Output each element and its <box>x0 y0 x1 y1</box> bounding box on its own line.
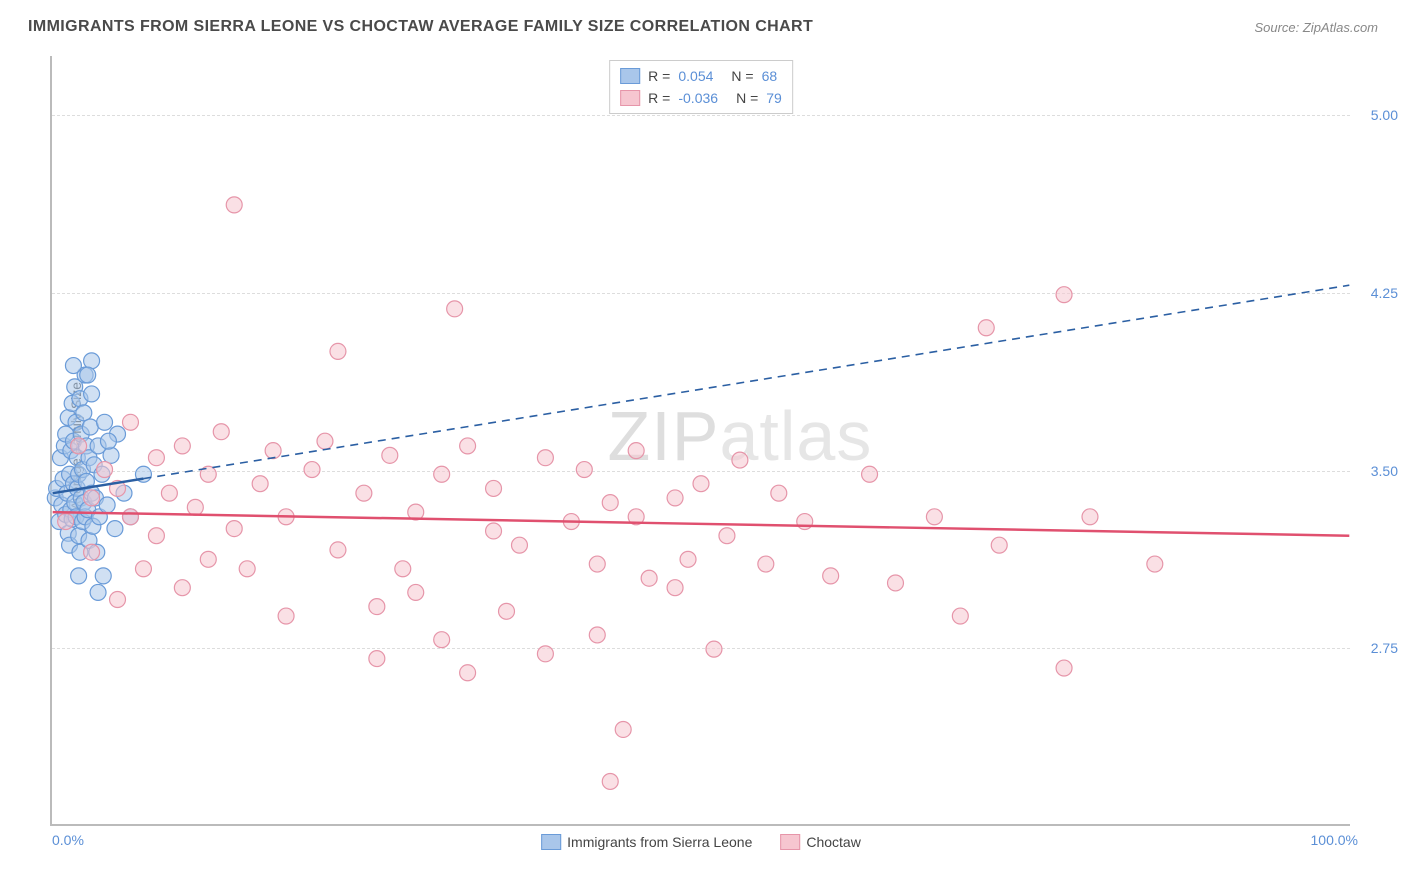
stat-n-value: 68 <box>762 68 778 84</box>
legend-swatch <box>541 834 561 850</box>
stat-r-value: -0.036 <box>678 90 718 106</box>
chart-plot-area: ZIPatlas 5.004.253.502.75 R = 0.054N = 6… <box>50 56 1350 826</box>
legend-item: Immigrants from Sierra Leone <box>541 834 752 850</box>
source-label: Source: ZipAtlas.com <box>1254 20 1378 35</box>
legend-swatch <box>620 68 640 84</box>
y-tick-label: 3.50 <box>1371 463 1398 479</box>
legend-item: Choctaw <box>780 834 860 850</box>
legend-label: Immigrants from Sierra Leone <box>567 834 752 850</box>
legend-label: Choctaw <box>806 834 860 850</box>
stat-n-value: 79 <box>766 90 782 106</box>
legend-stats: R = 0.054 N = 68 R = -0.036 N = 79 <box>609 60 793 114</box>
stat-n-label: N = <box>731 68 753 84</box>
legend-stat-row: R = 0.054 N = 68 <box>620 65 782 87</box>
legend-series: Immigrants from Sierra Leone Choctaw <box>541 834 861 850</box>
stat-r-label: R = <box>648 68 670 84</box>
y-tick-label: 5.00 <box>1371 107 1398 123</box>
regression-dashed-sierra_leone <box>143 285 1349 478</box>
y-tick-label: 4.25 <box>1371 285 1398 301</box>
regression-solid-sierra_leone <box>53 479 144 494</box>
stat-r-value: 0.054 <box>678 68 713 84</box>
x-tick-label: 100.0% <box>1311 832 1358 848</box>
stat-r-label: R = <box>648 90 670 106</box>
legend-swatch <box>620 90 640 106</box>
legend-stat-row: R = -0.036 N = 79 <box>620 87 782 109</box>
stat-n-label: N = <box>736 90 758 106</box>
y-tick-label: 2.75 <box>1371 640 1398 656</box>
legend-swatch <box>780 834 800 850</box>
chart-title: IMMIGRANTS FROM SIERRA LEONE VS CHOCTAW … <box>28 18 813 36</box>
regression-lines <box>52 56 1350 824</box>
x-tick-label: 0.0% <box>52 832 84 848</box>
regression-solid-choctaw <box>53 512 1350 536</box>
